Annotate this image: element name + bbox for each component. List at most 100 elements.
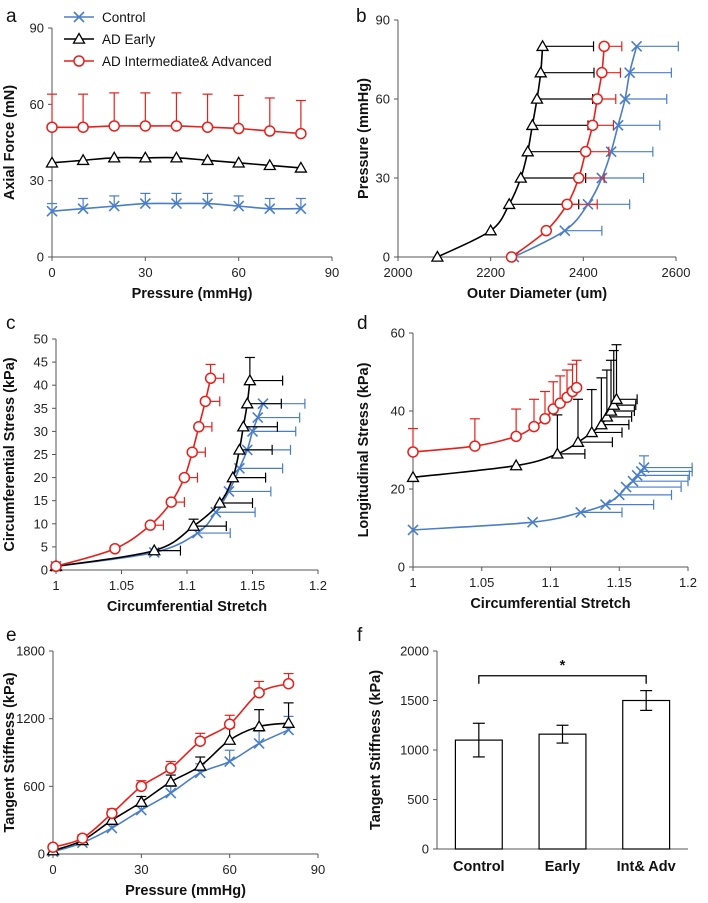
y-tick-label: 50	[34, 332, 48, 347]
data-point	[561, 198, 573, 211]
data-point	[164, 775, 178, 787]
data-point	[484, 223, 498, 236]
x-tick-label: 0	[48, 265, 55, 280]
data-point	[600, 410, 614, 422]
data-point	[264, 203, 276, 215]
data-point	[199, 395, 212, 408]
data-point	[106, 807, 118, 820]
data-point	[108, 200, 120, 212]
y-axis-label: Tangent Stiffness (kPa)	[2, 672, 18, 832]
data-point	[407, 524, 419, 536]
y-axis-label: Longitudinal Stress (kPa)	[356, 362, 372, 537]
y-tick-label: 20	[34, 470, 48, 485]
data-point	[406, 470, 420, 483]
data-point	[514, 171, 528, 183]
data-point	[194, 735, 206, 747]
y-tick-label: 60	[391, 326, 405, 341]
y-tick-label: 35	[34, 401, 48, 416]
data-point	[596, 66, 608, 79]
bar	[538, 733, 587, 850]
data-point	[631, 40, 643, 52]
x-tick-label: 60	[222, 862, 236, 877]
data-point	[236, 419, 250, 432]
y-tick-label: 15	[34, 493, 48, 508]
y-tick-label: 90	[30, 21, 44, 36]
bar	[622, 699, 671, 850]
data-point	[586, 119, 599, 132]
x-tick-label: 2200	[476, 265, 505, 280]
data-point	[169, 150, 184, 163]
series-line	[412, 387, 578, 453]
axes-e: 0 600 1200 1800 0 30 60 90 Pressure (mmHg) Tangen…	[2, 625, 325, 899]
x-axis-label: Pressure (mmHg)	[125, 883, 246, 899]
data-point	[570, 381, 583, 394]
chart-e: 0 600 1200 1800 0 30 60 90 Pressure (mmHg) Tangen…	[2, 625, 325, 899]
y-tick-label: 30	[30, 173, 44, 188]
data-point	[521, 144, 535, 157]
series-circle	[46, 92, 307, 140]
y-tick-label: 1200	[16, 711, 45, 726]
data-point	[165, 762, 177, 775]
series-circle	[505, 40, 623, 263]
data-point	[575, 506, 587, 518]
axes-a: 0 30 60 90 0 30 60 90 Pressure (mmHg) Axial Force…	[2, 6, 339, 302]
series-line	[412, 467, 645, 531]
data-point	[186, 519, 201, 531]
panel-letter: a	[6, 6, 17, 27]
data-point	[540, 224, 553, 237]
data-point	[232, 156, 246, 168]
legend-label: AD Intermediate& Advanced	[102, 54, 272, 69]
data-point	[598, 40, 610, 53]
data-point	[200, 153, 215, 166]
series-triangle	[49, 356, 284, 572]
data-point	[505, 251, 518, 263]
x-tick-label: 1.15	[607, 575, 632, 590]
data-point	[144, 519, 157, 531]
data-point	[295, 127, 307, 140]
x-tick-label: 60	[231, 265, 245, 280]
panel-letter: b	[356, 6, 367, 27]
chart-d: 0 20 40 60 1 1.05 1.1 1.15 1.2 Circumferential St…	[356, 313, 697, 612]
y-tick-label: 30	[34, 424, 48, 439]
legend-marker	[72, 32, 86, 44]
data-point	[525, 118, 539, 131]
series-circle	[50, 363, 225, 573]
data-point	[186, 446, 198, 458]
data-point	[46, 121, 58, 133]
data-point	[139, 198, 151, 210]
category-label: Int& Adv	[617, 859, 676, 875]
data-point	[77, 203, 89, 215]
x-tick-label: 2400	[569, 265, 598, 280]
data-point	[469, 440, 481, 452]
y-tick-label: 60	[30, 97, 44, 112]
data-point	[594, 417, 608, 430]
y-axis-label: Tangent Stiffness (kPa)	[368, 670, 384, 830]
series-x	[508, 40, 679, 263]
y-tick-label: 0	[422, 842, 429, 857]
y-tick-label: 60	[376, 92, 390, 107]
data-point	[535, 39, 550, 52]
data-point	[109, 542, 121, 555]
data-point	[559, 225, 571, 237]
y-tick-label: 10	[34, 516, 48, 531]
y-tick-label: 500	[407, 792, 429, 807]
series-triangle	[46, 702, 296, 856]
series-triangle	[45, 150, 308, 173]
y-tick-label: 600	[23, 779, 45, 794]
significance-bracket	[478, 675, 647, 684]
x-tick-label: 1	[409, 575, 416, 590]
data-point	[201, 121, 214, 133]
data-point	[407, 446, 419, 458]
data-point	[170, 198, 183, 210]
data-point	[246, 425, 259, 437]
data-point	[193, 759, 207, 771]
data-point	[170, 120, 183, 132]
data-point	[223, 718, 236, 731]
category-label: Control	[453, 859, 505, 875]
x-axis-label: Circumferential Stretch	[107, 599, 267, 615]
data-point	[165, 496, 178, 508]
data-point	[430, 250, 445, 262]
data-point	[295, 203, 307, 215]
data-point	[204, 372, 217, 385]
